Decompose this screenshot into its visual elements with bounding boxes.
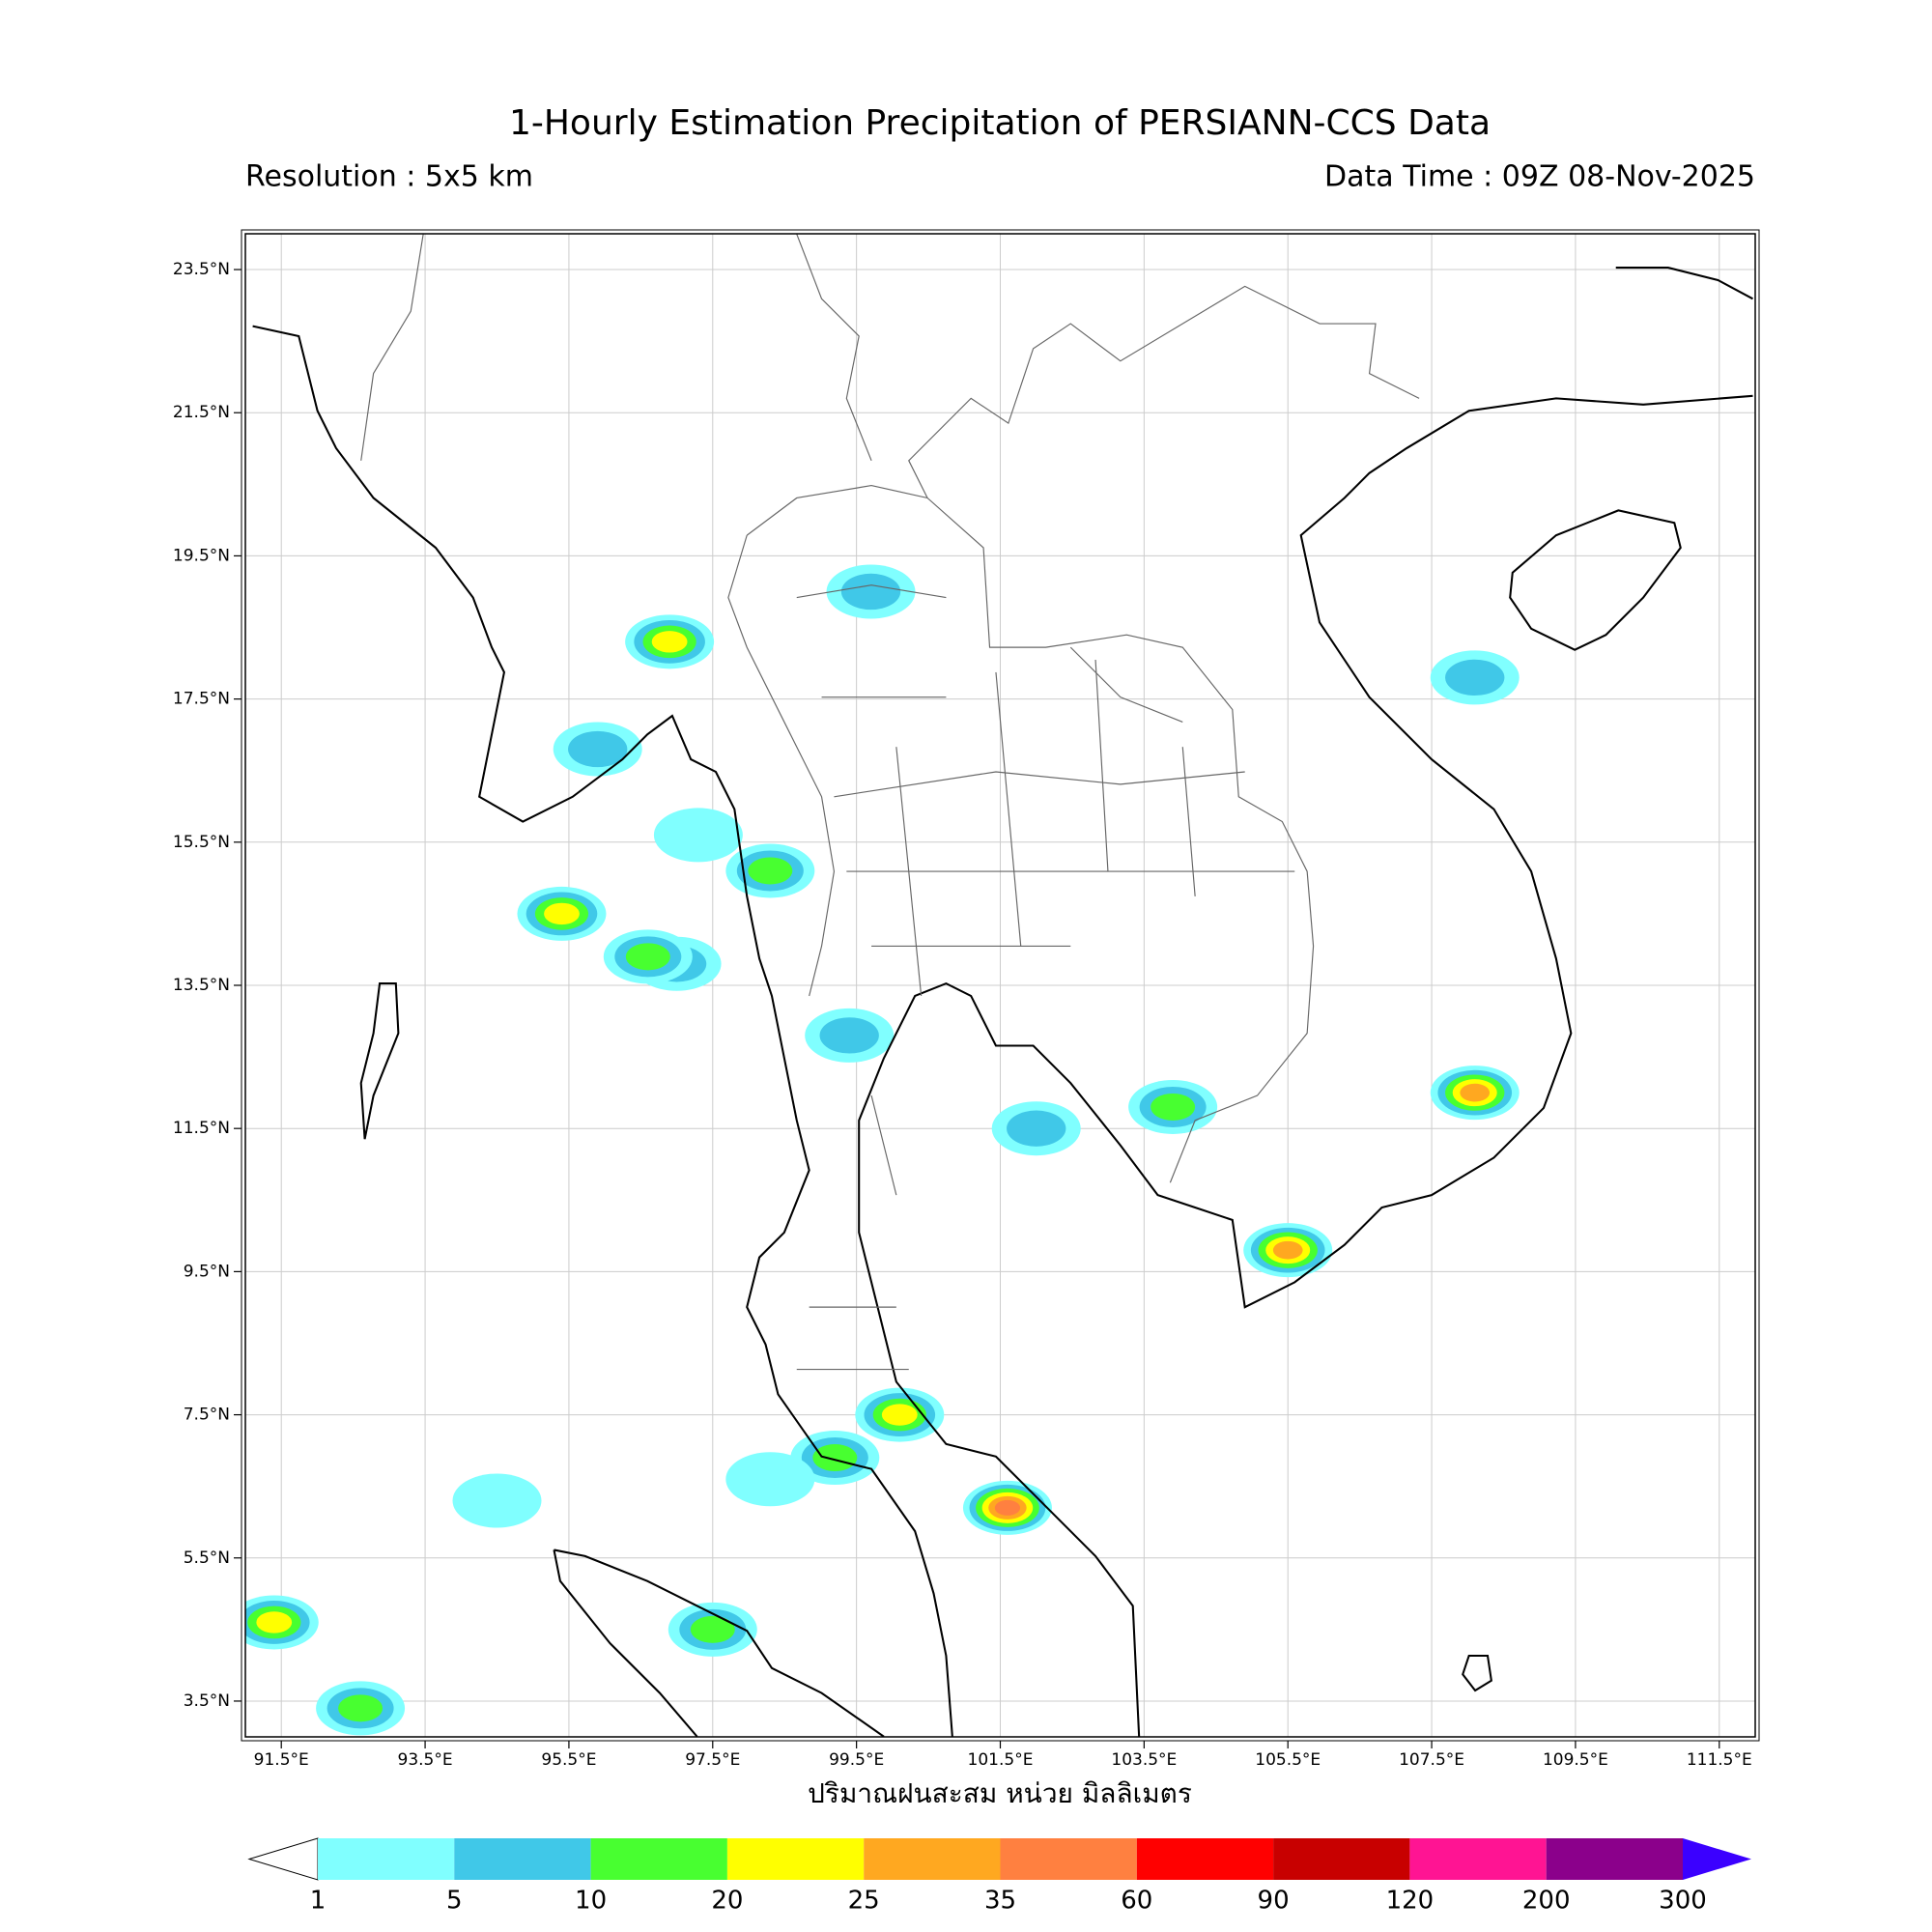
coastline [359, 982, 400, 1140]
colorbar-label: 60 [1121, 1887, 1152, 1916]
rain-cell [812, 1444, 858, 1472]
colorbar-box [1546, 1838, 1683, 1880]
colorbar-label: 120 [1386, 1887, 1435, 1916]
colorbar-under [247, 1837, 319, 1881]
rain-cell [256, 1611, 293, 1634]
rain-cell [840, 573, 901, 611]
colorbar-box [590, 1838, 727, 1880]
colorbar-box [726, 1838, 865, 1880]
x-tick-label: 111.5°E [1687, 1750, 1752, 1770]
coastline [858, 394, 1753, 1737]
coastlines [252, 234, 1753, 1737]
x-tick-label: 97.5°E [685, 1750, 740, 1770]
rain-cell [651, 631, 688, 653]
colorbar-over [1683, 1838, 1751, 1880]
rain-cell [1460, 1083, 1491, 1102]
y-tick-label: 19.5°N [173, 546, 230, 565]
colorbar: 1 5 10 20 25 35 60 90 120 200 300 [247, 1837, 1751, 1916]
rain-cell [452, 1473, 542, 1528]
y-tick-label: 11.5°N [173, 1119, 230, 1138]
province-borders [796, 584, 1295, 1371]
colorbar-label: 20 [711, 1887, 743, 1916]
title: 1-Hourly Estimation Precipitation of PER… [509, 103, 1491, 143]
rain-cell [1151, 1093, 1196, 1121]
coastline [252, 325, 953, 1737]
rain-cell [544, 902, 580, 925]
rain-cell [1445, 659, 1505, 696]
x-tick-label: 91.5°E [254, 1750, 309, 1770]
x-tick-label: 105.5°E [1255, 1750, 1321, 1770]
coastline [553, 1548, 885, 1737]
colorbar-box [318, 1838, 455, 1880]
rain-cell [748, 857, 793, 885]
x-tick-label: 103.5°E [1111, 1750, 1177, 1770]
x-tick-label: 101.5°E [968, 1750, 1034, 1770]
colorbar-box [864, 1838, 1001, 1880]
colorbar-label: 5 [446, 1887, 463, 1916]
colorbar-label: 300 [1659, 1887, 1707, 1916]
grid [245, 234, 1755, 1737]
axes: 91.5°E 93.5°E 95.5°E 97.5°E 99.5°E 101.5°E 103… [173, 260, 1752, 1770]
coastline [1615, 267, 1753, 300]
rain-cell [625, 943, 670, 971]
rain-cell [994, 1499, 1021, 1516]
colorbar-box [1136, 1838, 1274, 1880]
rain-layer [245, 564, 1520, 1736]
colorbar-box [1273, 1838, 1410, 1880]
y-tick-label: 23.5°N [173, 260, 230, 279]
colorbar-box [454, 1838, 591, 1880]
colorbar-label: 1 [310, 1887, 327, 1916]
rain-cell [1007, 1110, 1066, 1147]
colorbar-box [1409, 1838, 1547, 1880]
rain-cell [819, 1017, 879, 1054]
x-tick-label: 107.5°E [1399, 1750, 1464, 1770]
y-tick-label: 7.5°N [184, 1406, 230, 1425]
y-tick-label: 3.5°N [184, 1691, 230, 1711]
coastline [1509, 509, 1682, 651]
y-tick-label: 21.5°N [173, 403, 230, 422]
subtitle-right: Data Time : 09Z 08-Nov-2025 [1324, 160, 1755, 194]
rain-cell [1272, 1240, 1303, 1260]
rain-cell [725, 1452, 815, 1507]
x-axis-label: ปริมาณฝนสะสม หน่วย มิลลิเมตร [808, 1777, 1192, 1809]
rain-cell [653, 808, 743, 863]
y-tick-label: 5.5°N [184, 1548, 230, 1568]
rain-cell [881, 1404, 918, 1426]
coastline [1462, 1654, 1492, 1692]
rain-cell [690, 1615, 735, 1643]
map-frame [244, 233, 1756, 1738]
border [360, 234, 1420, 1183]
y-tick-label: 9.5°N [184, 1262, 230, 1281]
colorbar-label: 90 [1258, 1887, 1290, 1916]
colorbar-label: 35 [984, 1887, 1016, 1916]
x-tick-label: 95.5°E [541, 1750, 596, 1770]
rain-cell [568, 730, 628, 768]
colorbar-label: 200 [1522, 1887, 1571, 1916]
rain-cell [338, 1694, 384, 1722]
colorbar-box [1000, 1838, 1137, 1880]
colorbar-label: 10 [575, 1887, 607, 1916]
colorbar-label: 25 [848, 1887, 880, 1916]
y-tick-label: 17.5°N [173, 690, 230, 709]
x-tick-label: 99.5°E [829, 1750, 884, 1770]
y-tick-label: 13.5°N [173, 976, 230, 995]
subtitle-left: Resolution : 5x5 km [245, 160, 533, 194]
y-tick-label: 15.5°N [173, 833, 230, 852]
x-tick-label: 109.5°E [1543, 1750, 1608, 1770]
x-tick-label: 93.5°E [398, 1750, 453, 1770]
